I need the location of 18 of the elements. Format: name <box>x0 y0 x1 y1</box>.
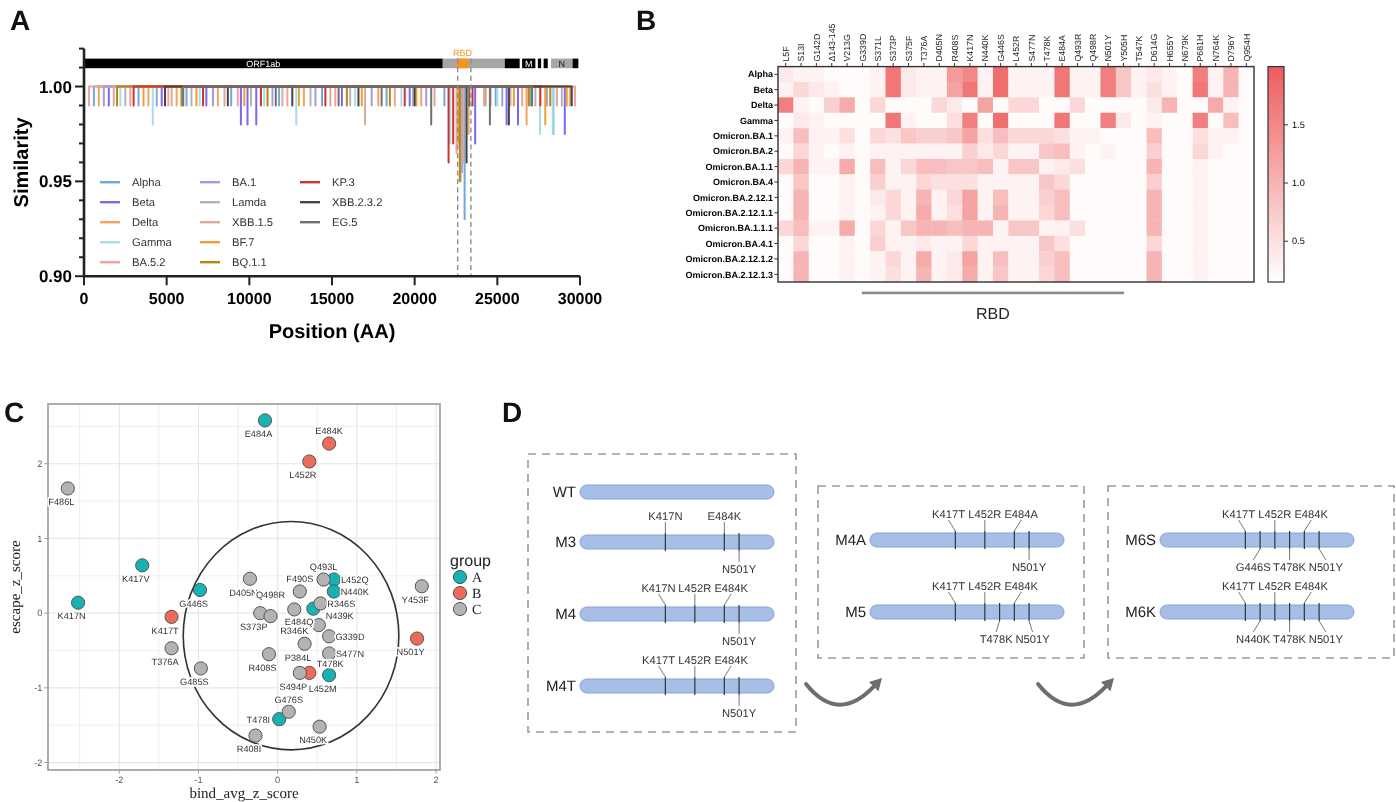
y-tick-label: 0.90 <box>38 266 73 287</box>
x-tick-label: 30000 <box>557 290 604 309</box>
x-tick-label: 20000 <box>392 290 439 309</box>
y-axis-title: Similarity <box>12 116 34 208</box>
y-tick-label: 0.95 <box>38 171 73 192</box>
x-tick-label: 10000 <box>227 290 273 309</box>
x-axis-title: Position (AA) <box>268 322 396 345</box>
chart-title: A <box>10 4 31 36</box>
legend-title: group <box>450 552 493 570</box>
x-tick-label: 0 <box>79 290 90 309</box>
chart-title: C <box>4 396 25 428</box>
chart-title: B <box>636 4 657 36</box>
text: RBD <box>976 305 1011 323</box>
x-tick-label: 15000 <box>309 290 356 309</box>
y-tick-label: 1.00 <box>38 76 73 97</box>
x-tick-label: 25000 <box>475 290 521 309</box>
text: D <box>502 396 523 428</box>
x-tick-label: 5000 <box>148 290 186 309</box>
